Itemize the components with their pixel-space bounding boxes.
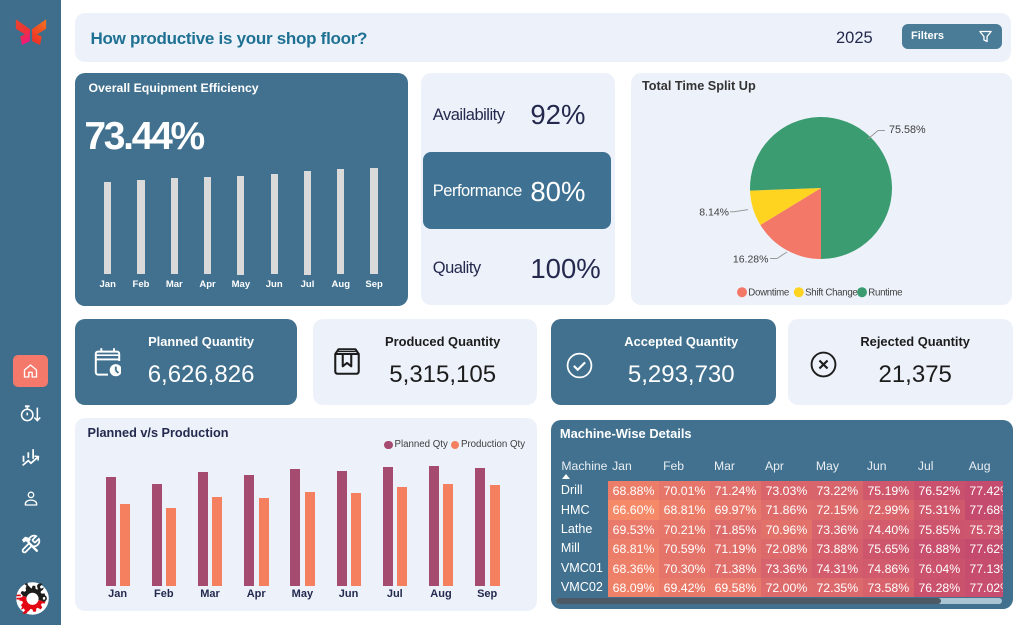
svg-text:75.58%: 75.58% — [889, 124, 926, 136]
svg-text:16.28%: 16.28% — [733, 254, 769, 266]
svg-text:Downtime: Downtime — [748, 288, 789, 299]
svg-text:Shift Change: Shift Change — [805, 288, 857, 299]
svg-text:8.14%: 8.14% — [699, 207, 729, 219]
svg-text:Runtime: Runtime — [868, 288, 902, 299]
